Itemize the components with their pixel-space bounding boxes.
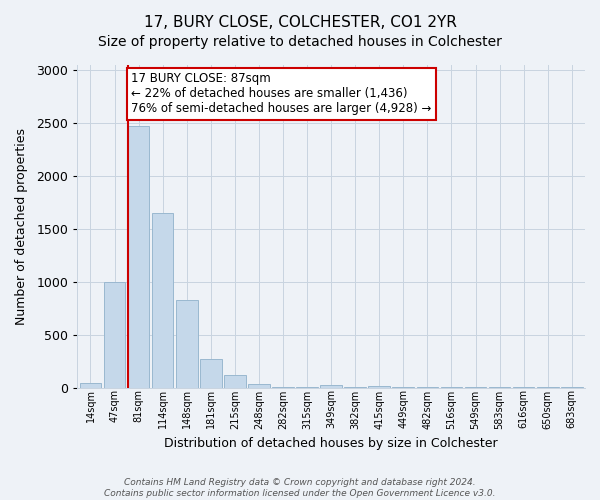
Bar <box>368 386 390 388</box>
Text: Contains HM Land Registry data © Crown copyright and database right 2024.
Contai: Contains HM Land Registry data © Crown c… <box>104 478 496 498</box>
Text: 17, BURY CLOSE, COLCHESTER, CO1 2YR: 17, BURY CLOSE, COLCHESTER, CO1 2YR <box>143 15 457 30</box>
X-axis label: Distribution of detached houses by size in Colchester: Distribution of detached houses by size … <box>164 437 498 450</box>
Bar <box>176 300 197 388</box>
Y-axis label: Number of detached properties: Number of detached properties <box>15 128 28 325</box>
Bar <box>200 360 221 388</box>
Bar <box>440 387 462 388</box>
Bar <box>224 375 245 388</box>
Bar <box>80 382 101 388</box>
Text: Size of property relative to detached houses in Colchester: Size of property relative to detached ho… <box>98 35 502 49</box>
Text: 17 BURY CLOSE: 87sqm
← 22% of detached houses are smaller (1,436)
76% of semi-de: 17 BURY CLOSE: 87sqm ← 22% of detached h… <box>131 72 432 116</box>
Bar <box>248 384 270 388</box>
Bar <box>152 213 173 388</box>
Bar <box>128 126 149 388</box>
Bar <box>320 384 342 388</box>
Bar <box>104 282 125 388</box>
